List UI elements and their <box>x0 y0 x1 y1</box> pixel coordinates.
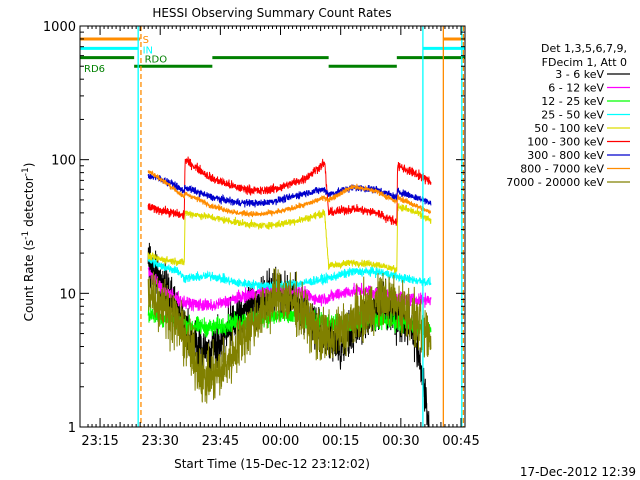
x-tick-label-0045: 00:45 <box>442 434 479 449</box>
x-axis-label: Start Time (15-Dec-12 23:12:02) <box>174 457 370 471</box>
x-tick-label-2330: 23:30 <box>141 434 178 449</box>
legend-label-3: 25 - 50 keV <box>541 109 604 122</box>
flag-label-in: IN <box>143 45 153 56</box>
x-tick-label-0015: 00:15 <box>322 434 359 449</box>
y-tick-label-1000: 1000 <box>43 20 76 35</box>
legend-label-0: 3 - 6 keV <box>555 68 604 81</box>
series-line-3 <box>147 255 432 291</box>
series-line-7 <box>147 169 432 218</box>
legend-label-8: 7000 - 20000 keV <box>506 176 604 189</box>
legend-label-4: 50 - 100 keV <box>534 122 604 135</box>
x-tick-label-2315: 23:15 <box>81 434 118 449</box>
y-label-sup-1: -1 <box>21 231 31 240</box>
x-tick-label-0000: 00:00 <box>262 434 299 449</box>
series-line-4 <box>147 203 432 274</box>
legend-label-2: 12 - 25 keV <box>541 95 604 108</box>
legend: Det 1,3,5,6,7,9,FDecim 1, Att 03 - 6 keV… <box>506 42 630 189</box>
y-tick-label-100: 100 <box>51 154 76 169</box>
series-line-5 <box>147 156 432 226</box>
legend-header-0: Det 1,3,5,6,7,9, <box>541 42 627 55</box>
footer-date: 17-Dec-2012 12:39 <box>520 465 636 479</box>
chart-title: HESSI Observing Summary Count Rates <box>152 6 391 20</box>
y-tick-label-1: 1 <box>68 421 76 436</box>
y-label-end: ) <box>22 163 36 168</box>
y-label-sup-2: -1 <box>21 167 31 176</box>
legend-header-1: FDecim 1, Att 0 <box>542 56 627 69</box>
y-tick-label-10: 10 <box>59 287 76 302</box>
y-label-mid: detector <box>22 176 36 231</box>
y-axis-label: Count Rate (s-1 detector-1) <box>21 163 36 322</box>
series-line-8 <box>147 268 432 404</box>
series-line-6 <box>147 173 432 208</box>
flag-label-rdo: RDO <box>145 55 168 66</box>
axes: 1 10 100 1000 23:15 23:30 23:45 00:00 00:15 00:30… <box>43 20 480 449</box>
y-label-main: Count Rate (s <box>22 240 36 322</box>
legend-label-6: 300 - 800 keV <box>527 149 604 162</box>
flag-label-rd6: RD6 <box>84 64 105 75</box>
legend-label-5: 100 - 300 keV <box>527 136 604 149</box>
flag-label-s: S <box>143 35 149 46</box>
legend-label-1: 6 - 12 keV <box>548 82 604 95</box>
legend-label-7: 800 - 7000 keV <box>520 163 604 176</box>
x-tick-label-0030: 00:30 <box>382 434 419 449</box>
x-tick-label-2345: 23:45 <box>202 434 239 449</box>
